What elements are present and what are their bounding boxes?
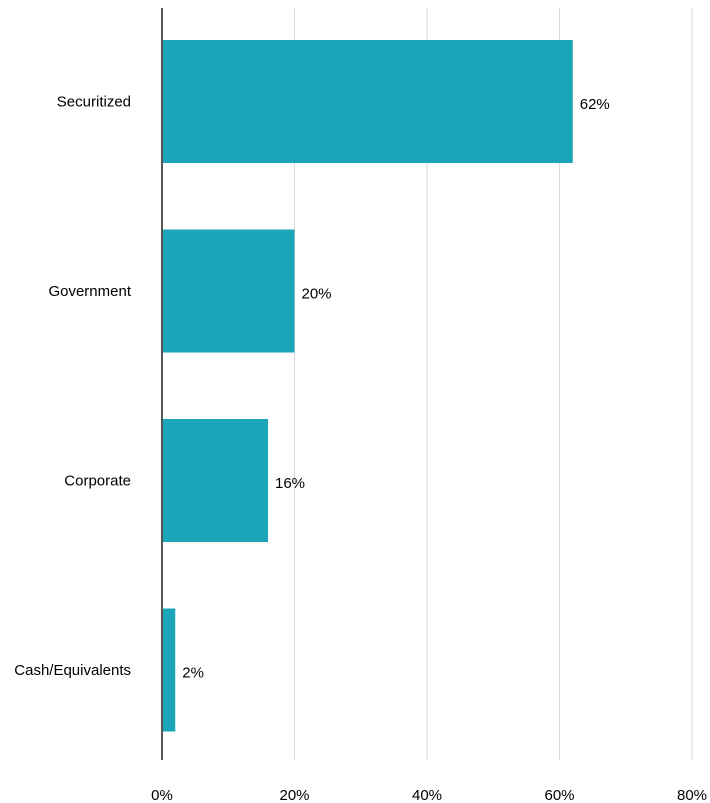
value-label: 2% xyxy=(182,665,204,682)
value-label: 16% xyxy=(275,475,305,492)
x-tick-label: 80% xyxy=(677,787,707,803)
bar-cash-equivalents xyxy=(162,608,176,732)
bar-government xyxy=(162,229,295,353)
x-tick-label: 0% xyxy=(151,787,173,803)
labels: 0% 20% 40% 60% 80% Securitized 62% Government 20… xyxy=(14,94,707,803)
category-label: Securitized xyxy=(57,94,131,111)
bar-corporate xyxy=(162,419,268,542)
category-label: Government xyxy=(48,283,131,300)
category-label: Corporate xyxy=(64,473,131,490)
bars xyxy=(162,40,573,732)
value-label: 20% xyxy=(302,286,332,303)
x-tick-label: 60% xyxy=(544,787,574,803)
x-tick-label: 20% xyxy=(279,787,309,803)
x-tick-label: 40% xyxy=(412,787,442,803)
bar-securitized xyxy=(162,40,573,163)
value-label: 62% xyxy=(580,96,610,113)
category-label: Cash/Equivalents xyxy=(14,662,131,679)
